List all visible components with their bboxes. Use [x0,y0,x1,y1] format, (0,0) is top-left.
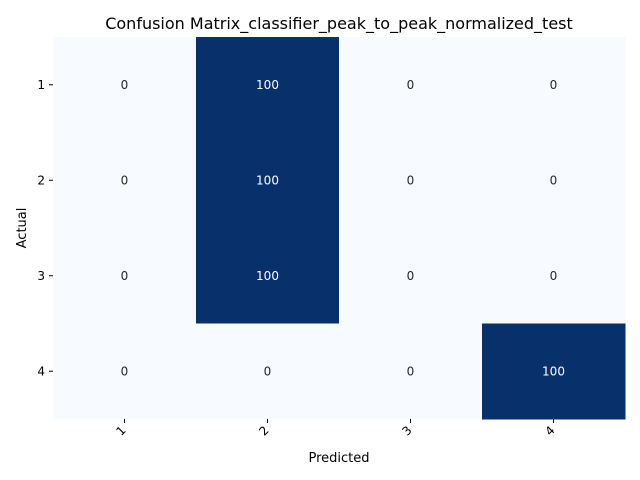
cell-value-r2-c1: 0 [121,173,129,187]
heatmap-cell-r4-c3 [339,323,483,420]
cell-value-r4-c4: 100 [542,364,565,378]
heatmap-cell-r2-c4 [482,132,626,229]
cell-value-r4-c1: 0 [121,364,129,378]
x-tick-label: 3 [399,423,414,438]
chart-title: Confusion Matrix_classifier_peak_to_peak… [105,14,573,34]
cell-value-r4-c3: 0 [407,364,415,378]
x-tick-label: 1 [113,423,128,438]
heatmap-cell-labels: 0 100 0 0 0 100 0 0 0 100 0 0 0 0 0 100 [121,78,565,379]
heatmap-cell-r2-c3 [339,132,483,229]
y-tick-label: 2 [37,173,45,187]
heatmap-cell-r3-c3 [339,228,483,324]
cell-value-r2-c3: 0 [407,173,415,187]
heatmap-cell-r4-c2 [196,323,340,420]
heatmap-cells [53,37,626,420]
heatmap-cell-r1-c3 [339,37,483,133]
cell-value-r3-c1: 0 [121,269,129,283]
y-tick-label: 1 [37,78,45,92]
heatmap-cell-r3-c4 [482,228,626,324]
heatmap-cell-r3-c1 [53,228,197,324]
y-axis-ticks: 1 2 3 4 [37,78,53,378]
x-axis-ticks: 1 2 3 4 [113,419,558,439]
heatmap-cell-r2-c2 [196,132,340,229]
heatmap-cell-r1-c2 [196,37,340,133]
cell-value-r3-c3: 0 [407,269,415,283]
heatmap-cell-r3-c2 [196,228,340,324]
cell-value-r1-c3: 0 [407,78,415,92]
y-axis-label: Actual [15,208,30,249]
heatmap-cell-r4-c1 [53,323,197,420]
cell-value-r3-c2: 100 [256,269,279,283]
x-tick-label: 2 [256,423,271,438]
x-axis-label: Predicted [308,451,369,466]
heatmap-cell-r2-c1 [53,132,197,229]
cell-value-r4-c2: 0 [264,364,272,378]
heatmap-cell-r1-c4 [482,37,626,133]
cell-value-r2-c4: 0 [550,173,558,187]
y-tick-label: 4 [37,364,45,378]
heatmap-cell-r4-c4 [482,323,626,420]
x-tick-label: 4 [542,423,557,438]
cell-value-r1-c1: 0 [121,78,129,92]
cell-value-r3-c4: 0 [550,269,558,283]
cell-value-r1-c4: 0 [550,78,558,92]
cell-value-r1-c2: 100 [256,78,279,92]
cell-value-r2-c2: 100 [256,173,279,187]
heatmap-cell-r1-c1 [53,37,197,133]
y-tick-label: 3 [37,269,45,283]
